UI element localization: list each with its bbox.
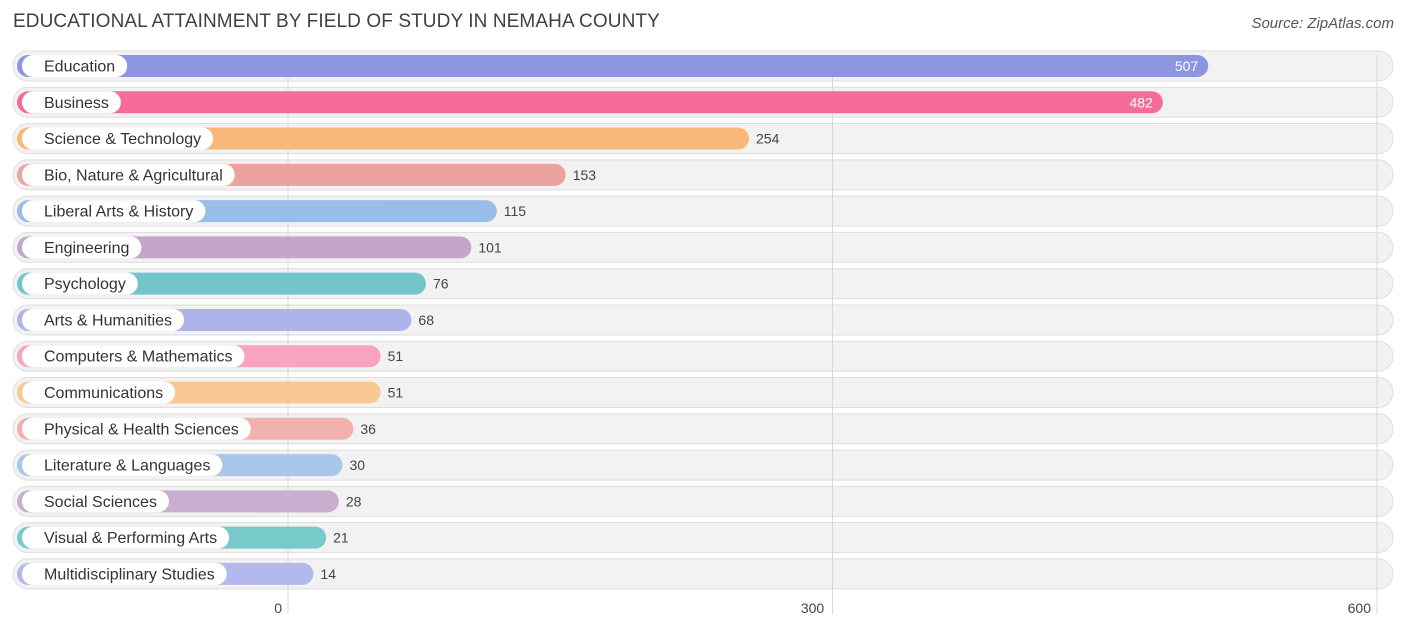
value-label-business: 482 xyxy=(1129,94,1153,110)
value-label-physical-and-health-sciences: 36 xyxy=(360,421,376,437)
value-label-bio-nature-and-agricultural: 153 xyxy=(573,167,597,183)
category-pill-psychology xyxy=(22,272,138,295)
value-label-arts-and-humanities: 68 xyxy=(418,312,434,328)
category-pill-communications xyxy=(22,381,176,404)
category-pill-multidisciplinary-studies xyxy=(22,562,227,585)
category-pill-visual-and-performing-arts xyxy=(22,526,230,549)
chart-title: EDUCATIONAL ATTAINMENT BY FIELD OF STUDY… xyxy=(13,11,660,32)
category-label-business: Business xyxy=(44,95,109,112)
value-label-visual-and-performing-arts: 21 xyxy=(333,530,349,546)
value-label-communications: 51 xyxy=(388,385,404,401)
value-label-education: 507 xyxy=(1175,58,1199,74)
category-label-communications: Communications xyxy=(44,385,163,402)
category-label-psychology: Psychology xyxy=(44,276,126,293)
value-label-science-and-technology: 254 xyxy=(756,131,780,147)
category-pill-social-sciences xyxy=(22,490,169,513)
category-label-visual-and-performing-arts: Visual & Performing Arts xyxy=(44,530,217,547)
category-label-computers-and-mathematics: Computers & Mathematics xyxy=(44,349,233,366)
category-label-liberal-arts-and-history: Liberal Arts & History xyxy=(44,204,193,221)
value-label-engineering: 101 xyxy=(478,239,502,255)
bar-business xyxy=(17,91,1163,114)
category-label-literature-and-languages: Literature & Languages xyxy=(44,458,210,475)
category-pill-engineering xyxy=(22,236,142,259)
category-label-arts-and-humanities: Arts & Humanities xyxy=(44,312,172,329)
row-track-physical-and-health-sciences xyxy=(12,413,1394,445)
category-label-physical-and-health-sciences: Physical & Health Sciences xyxy=(44,421,239,438)
category-label-education: Education xyxy=(44,59,115,76)
row-track-social-sciences xyxy=(12,485,1394,517)
x-tick-label-300: 300 xyxy=(801,600,825,616)
category-pill-education xyxy=(22,55,128,77)
category-label-social-sciences: Social Sciences xyxy=(44,494,157,511)
value-label-multidisciplinary-studies: 14 xyxy=(320,566,336,582)
category-label-science-and-technology: Science & Technology xyxy=(44,131,201,148)
value-label-psychology: 76 xyxy=(433,276,449,292)
category-label-multidisciplinary-studies: Multidisciplinary Studies xyxy=(44,566,215,583)
category-pill-literature-and-languages xyxy=(22,454,223,477)
x-tick-label-0: 0 xyxy=(274,600,282,616)
category-label-engineering: Engineering xyxy=(44,240,129,257)
category-pill-business xyxy=(22,91,121,114)
category-pill-science-and-technology xyxy=(22,127,214,150)
value-label-literature-and-languages: 30 xyxy=(349,457,365,473)
category-pill-bio-nature-and-agricultural xyxy=(22,163,235,186)
category-pill-computers-and-mathematics xyxy=(22,345,245,368)
category-pill-arts-and-humanities xyxy=(22,308,185,331)
value-label-social-sciences: 28 xyxy=(346,493,362,509)
x-tick-label-600: 600 xyxy=(1348,600,1372,616)
value-label-liberal-arts-and-history: 115 xyxy=(504,203,527,219)
source-label: Source: ZipAtlas.com xyxy=(1251,15,1394,32)
category-pill-liberal-arts-and-history xyxy=(22,200,206,223)
category-pill-physical-and-health-sciences xyxy=(22,417,251,440)
value-label-computers-and-mathematics: 51 xyxy=(388,348,404,364)
row-track-multidisciplinary-studies xyxy=(12,558,1394,590)
row-track-visual-and-performing-arts xyxy=(12,522,1394,554)
category-label-bio-nature-and-agricultural: Bio, Nature & Agricultural xyxy=(44,167,223,184)
bar-education xyxy=(17,55,1209,77)
row-track-literature-and-languages xyxy=(12,449,1394,481)
